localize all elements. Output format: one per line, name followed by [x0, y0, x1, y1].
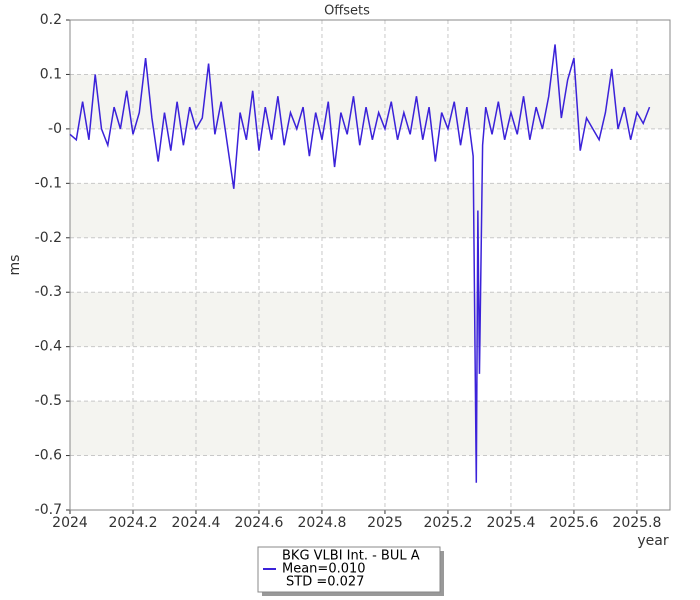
- legend-stat: Mean=0.010: [282, 562, 366, 577]
- data-line: [69, 44, 651, 483]
- x-tick-label: 2024.6: [234, 515, 283, 531]
- x-tick-label: 2024.2: [108, 515, 157, 531]
- y-tick-label: 0.2: [40, 12, 62, 28]
- x-tick-label: 2024.4: [171, 515, 220, 531]
- band: [70, 292, 670, 347]
- band: [70, 401, 670, 456]
- y-tick-label: -0.2: [35, 230, 62, 246]
- x-axis-label: year: [637, 533, 668, 549]
- x-tick-label: 2024.8: [297, 515, 346, 531]
- y-tick-label: 0.1: [40, 66, 62, 82]
- x-tick-label: 2025.2: [423, 515, 472, 531]
- plot-frame: [69, 19, 671, 511]
- y-tick-label: -0: [48, 121, 62, 137]
- band: [70, 74, 670, 129]
- legend-label: BKG VLBI Int. - BUL A: [282, 549, 420, 564]
- x-tick-label: 2024: [52, 515, 88, 531]
- y-tick-label: -0.5: [35, 393, 62, 409]
- legend-box: [257, 546, 441, 593]
- y-tick-label: -0.1: [35, 175, 62, 191]
- y-axis-label: ms: [7, 255, 23, 276]
- y-tick-label: -0.4: [35, 339, 62, 355]
- y-tick-label: -0.7: [35, 502, 62, 518]
- x-tick-label: 2025.4: [486, 515, 535, 531]
- x-tick-label: 2025.8: [612, 515, 661, 531]
- y-tick-label: -0.3: [35, 284, 62, 300]
- chart-title: Offsets: [324, 4, 370, 19]
- x-tick-label: 2025: [367, 515, 403, 531]
- band: [70, 183, 670, 238]
- x-tick-label: 2025.6: [549, 515, 598, 531]
- legend: BKG VLBI Int. - BUL A Mean=0.010 STD =0.…: [257, 546, 444, 596]
- legend-stat: STD =0.027: [286, 575, 364, 590]
- y-tick-label: -0.6: [35, 448, 62, 464]
- plot-area: 0.20.1-0-0.1-0.2-0.3-0.4-0.5-0.6-0.72024…: [35, 12, 671, 531]
